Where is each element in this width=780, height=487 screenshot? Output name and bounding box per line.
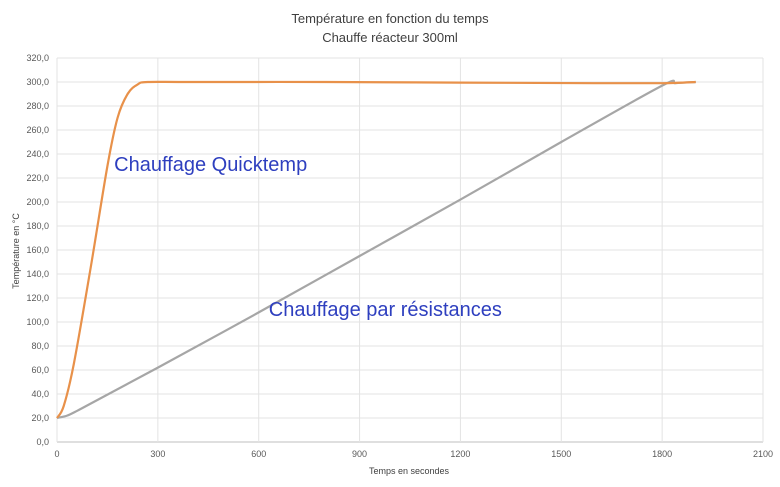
series-lines xyxy=(56,79,696,420)
x-tick-label: 1200 xyxy=(450,449,470,459)
y-tick-label: 60,0 xyxy=(31,365,49,375)
x-tick-label: 1500 xyxy=(551,449,571,459)
y-tick-label: 100,0 xyxy=(26,317,49,327)
x-axis-label: Temps en secondes xyxy=(369,466,450,476)
y-tick-label: 220,0 xyxy=(26,173,49,183)
y-tick-label: 320,0 xyxy=(26,53,49,63)
y-tick-label: 200,0 xyxy=(26,197,49,207)
y-tick-label: 120,0 xyxy=(26,293,49,303)
y-tick-label: 20,0 xyxy=(31,413,49,423)
x-tick-label: 900 xyxy=(352,449,367,459)
grid-lines xyxy=(56,57,764,443)
y-tick-label: 0,0 xyxy=(36,437,49,447)
x-axis-ticks: 0 300 600 900 1200 1500 1800 2100 xyxy=(54,449,773,459)
y-tick-label: 40,0 xyxy=(31,389,49,399)
x-tick-label: 600 xyxy=(251,449,266,459)
chart-subtitle: Chauffe réacteur 300ml xyxy=(322,30,458,45)
x-tick-label: 2100 xyxy=(753,449,773,459)
y-tick-label: 240,0 xyxy=(26,149,49,159)
y-axis-label: Température en °C xyxy=(11,213,21,289)
y-tick-label: 180,0 xyxy=(26,221,49,231)
y-tick-label: 80,0 xyxy=(31,341,49,351)
x-tick-label: 300 xyxy=(150,449,165,459)
y-tick-label: 140,0 xyxy=(26,269,49,279)
series-line-0 xyxy=(56,80,696,419)
x-tick-label: 1800 xyxy=(652,449,672,459)
x-tick-label: 0 xyxy=(54,449,59,459)
y-tick-label: 280,0 xyxy=(26,101,49,111)
y-tick-label: 260,0 xyxy=(26,125,49,135)
y-tick-label: 160,0 xyxy=(26,245,49,255)
y-axis-ticks: 0,0 20,0 40,0 60,0 80,0 100,0 120,0 140,0 160,0 1… xyxy=(26,53,49,447)
annotations: Chauffage Quicktemp Chauffage par résista… xyxy=(114,154,502,321)
chart-title: Température en fonction du temps xyxy=(291,11,489,26)
series-annotation: Chauffage par résistances xyxy=(269,299,502,321)
series-annotation: Chauffage Quicktemp xyxy=(114,154,307,176)
y-tick-label: 300,0 xyxy=(26,77,49,87)
series-line-1 xyxy=(56,79,696,420)
